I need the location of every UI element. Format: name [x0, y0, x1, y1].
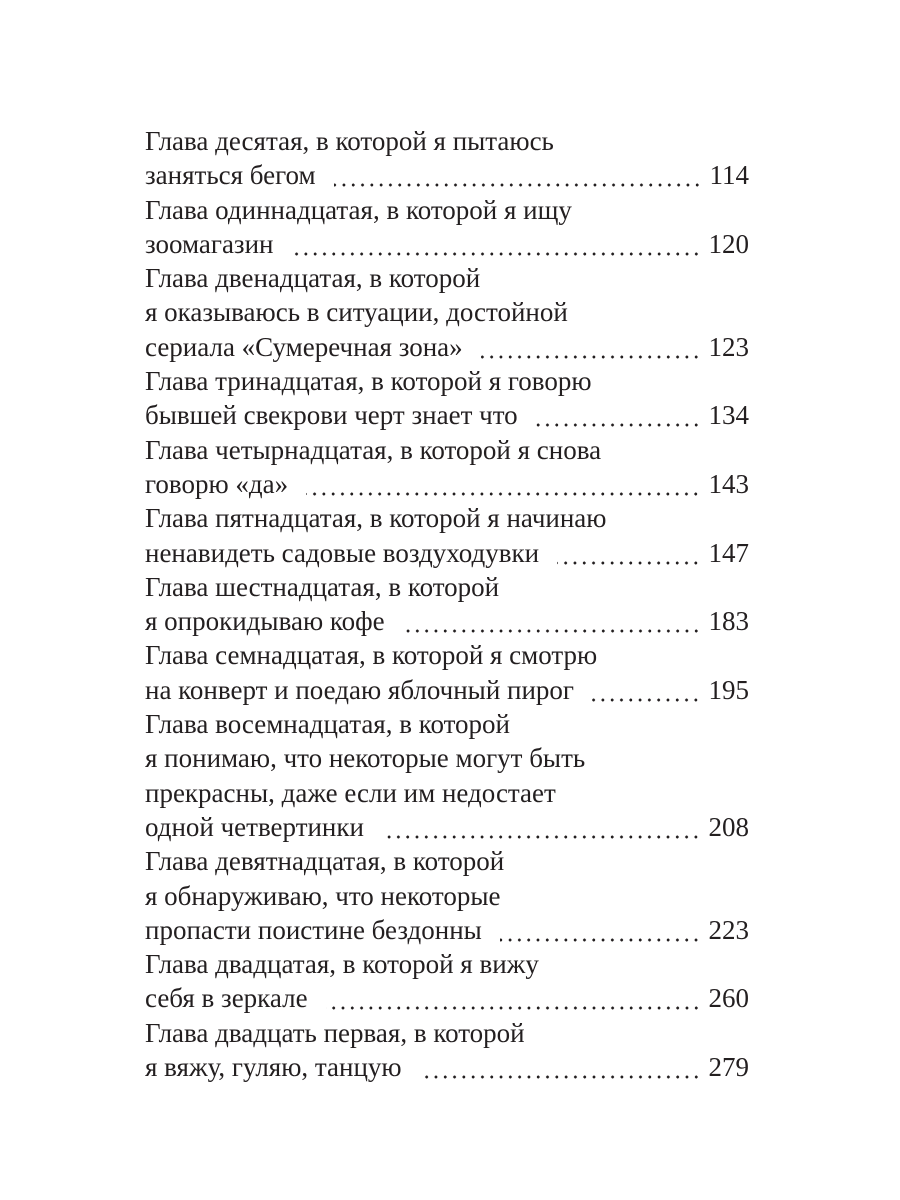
- toc-entry-line: Глава двадцатая, в которой я вижу: [145, 947, 749, 981]
- toc-entry-line: я понимаю, что некоторые могут быть: [145, 741, 749, 775]
- toc-entry[interactable]: Глава двенадцатая, в которой я оказываюсь…: [145, 261, 750, 365]
- toc-entry[interactable]: Глава восемнадцатая, в которой я понимаю,…: [145, 707, 750, 845]
- toc-entry-title: прекрасны, даже если им недостает: [145, 777, 556, 808]
- toc-page-number: 114: [709, 160, 750, 191]
- toc-entry-title: сериала «Сумеречная зона»: [145, 331, 463, 362]
- toc-entry-title: я понимаю, что некоторые могут быть: [145, 743, 586, 774]
- toc-page-number: 208: [708, 811, 750, 842]
- toc-entry-title: я вяжу, гуляю, танцую: [145, 1052, 402, 1083]
- toc-entry-title: я опрокидываю кофе: [145, 606, 385, 637]
- toc-entry-title: я оказываюсь в ситуации, достойной: [145, 297, 568, 328]
- toc-entry-line: я опрокидываю кофе 183: [145, 604, 750, 639]
- toc-entry[interactable]: Глава пятнадцатая, в которой я начинаю не…: [145, 501, 749, 570]
- toc-entry-title: пропасти поистине бездонны: [145, 914, 482, 945]
- toc-entry[interactable]: Глава девятнадцатая, в которой я обнаружи…: [145, 844, 750, 948]
- toc-entry-title: Глава одиннадцатая, в которой я ищу: [145, 194, 572, 225]
- toc-entry-title: бывшей свекрови черт знает что: [145, 400, 518, 431]
- dot-leader: [402, 604, 701, 639]
- toc-entry-line: Глава тринадцатая, в которой я говорю: [145, 364, 749, 398]
- toc-entry-title: одной четвертинки: [145, 811, 364, 842]
- dot-leader: [381, 809, 701, 845]
- toc-entry-title: Глава двадцатая, в которой я вижу: [145, 949, 539, 980]
- toc-entry-line: Глава двадцать первая, в которой: [145, 1016, 749, 1050]
- dot-leader: [557, 535, 701, 570]
- toc-entry-title: Глава тринадцатая, в которой я говорю: [145, 366, 592, 397]
- toc-entry-line: на конверт и поедаю яблочный пирог 195: [145, 672, 750, 708]
- toc-entry[interactable]: Глава тринадцатая, в которой я говорю быв…: [145, 364, 749, 433]
- dot-leader: [499, 912, 701, 948]
- dot-leader: [419, 1050, 701, 1085]
- toc-entry-line: Глава шестнадцатая, в которой: [145, 570, 749, 604]
- toc-entry-title: Глава пятнадцатая, в которой я начинаю: [145, 503, 607, 534]
- toc-entry-line: одной четвертинки 208: [145, 809, 750, 845]
- toc-entry-title: Глава двадцать первая, в которой: [145, 1017, 525, 1048]
- toc-entry[interactable]: Глава семнадцатая, в которой я смотрю на …: [145, 638, 750, 708]
- dot-leader: [480, 329, 701, 365]
- toc-entry-title: зоомагазин: [145, 228, 274, 259]
- toc-entry-title: Глава шестнадцатая, в которой: [145, 571, 500, 602]
- dot-leader: [535, 398, 701, 433]
- toc-entry-line: бывшей свекрови черт знает что 134: [145, 398, 750, 433]
- toc-entry-line: прекрасны, даже если им недостает: [145, 776, 749, 810]
- toc-entry-title: Глава девятнадцатая, в которой: [145, 846, 505, 877]
- toc-page-number: 147: [708, 537, 750, 568]
- toc-page-number: 143: [708, 468, 750, 499]
- toc-entry-title: Глава десятая, в которой я пытаюсь: [145, 126, 554, 156]
- toc-entry-title: Глава семнадцатая, в которой я смотрю: [145, 640, 598, 671]
- toc-entry-line: ненавидеть садовые воздуходувки 147: [145, 535, 750, 570]
- table-of-contents: Глава десятая, в которой я пытаюсь занять…: [145, 124, 750, 1085]
- toc-entry-line: Глава восемнадцатая, в которой: [145, 707, 749, 741]
- dot-leader: [306, 466, 701, 502]
- toc-entry-title: Глава восемнадцатая, в которой: [145, 709, 511, 740]
- toc-entry-line: себя в зеркале 260: [145, 981, 750, 1016]
- toc-entry-line: Глава пятнадцатая, в которой я начинаю: [145, 501, 749, 535]
- toc-page-number: 260: [708, 983, 750, 1014]
- toc-entry-line: зоомагазин 120: [145, 226, 750, 262]
- toc-entry[interactable]: Глава двадцать первая, в которой я вяжу, …: [145, 1016, 749, 1085]
- toc-entry[interactable]: Глава одиннадцатая, в которой я ищу зоома…: [145, 193, 749, 262]
- toc-entry-title: заняться бегом: [145, 160, 316, 191]
- toc-entry-line: Глава четырнадцатая, в которой я снова: [145, 433, 749, 467]
- toc-entry-title: говорю «да»: [145, 468, 289, 499]
- dot-leader: [325, 981, 701, 1016]
- toc-entry-title: Глава четырнадцатая, в которой я снова: [145, 434, 602, 465]
- toc-entry-line: я обнаруживаю, что некоторые: [145, 879, 749, 913]
- dot-leader: [333, 158, 702, 193]
- toc-entry-line: Глава девятнадцатая, в которой: [145, 844, 749, 878]
- dot-leader: [291, 226, 701, 262]
- toc-entry-title: себя в зеркале: [145, 983, 308, 1014]
- toc-page-number: 120: [708, 228, 750, 259]
- toc-entry-line: заняться бегом 114: [145, 158, 750, 193]
- toc-page-number: 279: [708, 1052, 750, 1083]
- toc-entry[interactable]: Глава шестнадцатая, в которой я опрокидыв…: [145, 570, 749, 639]
- toc-entry-line: я вяжу, гуляю, танцую 279: [145, 1050, 750, 1085]
- toc-entry[interactable]: Глава четырнадцатая, в которой я снова го…: [145, 433, 749, 502]
- toc-entry-title: на конверт и поедаю яблочный пирог: [145, 674, 574, 705]
- toc-entry-line: говорю «да» 143: [145, 466, 750, 502]
- toc-entry-line: я оказываюсь в ситуации, достойной: [145, 295, 749, 329]
- toc-entry-line: Глава десятая, в которой я пытаюсь: [145, 124, 749, 158]
- toc-page-number: 123: [708, 331, 750, 362]
- toc-entry-line: сериала «Сумеречная зона» 123: [145, 329, 750, 365]
- toc-page-number: 183: [708, 606, 750, 637]
- toc-entry-title: Глава двенадцатая, в которой: [145, 263, 481, 294]
- toc-page-number: 195: [708, 674, 750, 705]
- dot-leader: [592, 672, 701, 708]
- toc-entry[interactable]: Глава двадцатая, в которой я вижу себя в …: [145, 947, 749, 1016]
- toc-page-number: 134: [708, 400, 750, 431]
- toc-entry-title: ненавидеть садовые воздуходувки: [145, 537, 540, 568]
- toc-entry[interactable]: Глава десятая, в которой я пытаюсь занять…: [145, 124, 749, 193]
- toc-entry-line: Глава двенадцатая, в которой: [145, 261, 749, 295]
- toc-entry-line: Глава семнадцатая, в которой я смотрю: [145, 638, 749, 672]
- toc-entry-line: Глава одиннадцатая, в которой я ищу: [145, 193, 749, 227]
- toc-page-number: 223: [708, 914, 750, 945]
- toc-entry-line: пропасти поистине бездонны 223: [145, 912, 750, 948]
- toc-entry-title: я обнаруживаю, что некоторые: [145, 880, 501, 911]
